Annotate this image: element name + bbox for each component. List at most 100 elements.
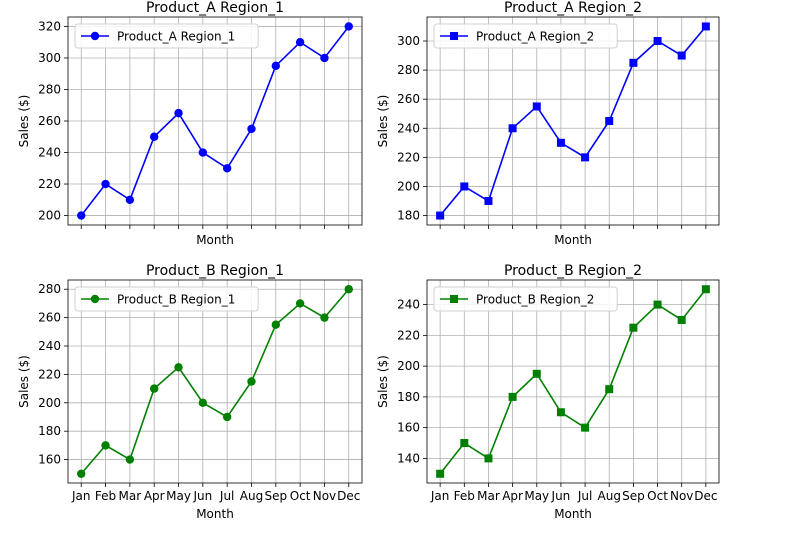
x-tick-label: Aug: [240, 489, 263, 503]
y-tick-label: 300: [397, 34, 420, 48]
y-tick-label: 240: [38, 339, 61, 353]
x-tick-label: Oct: [290, 489, 311, 503]
x-tick-label: Apr: [502, 489, 523, 503]
data-point: [344, 285, 353, 294]
x-tick-label: Mar: [477, 489, 500, 503]
x-tick-label: Jan: [71, 489, 91, 503]
data-point: [77, 211, 86, 220]
x-tick-label: Jul: [219, 489, 234, 503]
series-line: [439, 288, 707, 475]
legend-label: Product_A Region_2: [476, 30, 594, 44]
legend-marker: [450, 295, 458, 303]
data-point: [247, 377, 256, 386]
x-tick-label: Jun: [192, 489, 212, 503]
x-tick-label: Jul: [577, 489, 592, 503]
series-line: [80, 25, 350, 217]
data-point: [556, 408, 565, 417]
y-tick-label: 200: [38, 209, 61, 223]
legend-label: Product_B Region_1: [117, 293, 235, 307]
y-tick-label: 240: [38, 146, 61, 160]
x-tick-label: Jan: [430, 489, 450, 503]
data-point: [653, 300, 662, 309]
legend: Product_A Region_1: [74, 23, 259, 49]
y-tick-label: 220: [397, 150, 420, 164]
data-point: [222, 412, 232, 422]
axes-frame: [426, 279, 720, 484]
axes-frame: [426, 16, 720, 226]
data-point: [271, 61, 281, 71]
data-point: [556, 138, 565, 147]
legend-label: Product_B Region_2: [476, 293, 594, 307]
data-point: [125, 195, 135, 204]
y-axis-label: Sales ($): [17, 355, 31, 408]
data-point: [532, 369, 541, 378]
subplot-2: 180 200 220 240 260 280 300 Product_A Region_2 M…: [376, 0, 720, 247]
y-tick-label: 180: [397, 390, 420, 404]
data-point: [460, 439, 469, 448]
data-point: [605, 117, 614, 125]
subplot-title: Product_B Region_2: [504, 263, 642, 279]
y-tick-label: 200: [38, 396, 61, 410]
legend-box: [74, 286, 259, 312]
y-axis-label: Sales ($): [376, 355, 390, 408]
data-point: [149, 132, 159, 141]
data-point: [653, 37, 662, 45]
data-point: [320, 53, 329, 63]
legend-box: [433, 286, 618, 312]
x-tick-label: Feb: [454, 489, 475, 503]
x-tick-label: Aug: [598, 489, 621, 503]
x-tick-label: Dec: [694, 489, 717, 503]
data-point: [701, 22, 710, 31]
subplot-3: Jan Feb Mar Apr May Jun Jul Aug Sep Oct Nov Dec 160 1…: [17, 263, 363, 521]
y-tick-label: 220: [397, 328, 420, 342]
y-tick-label: 180: [397, 209, 420, 223]
legend: Product_A Region_2: [433, 23, 618, 49]
data-point: [581, 153, 590, 162]
y-tick-label: 200: [397, 359, 420, 373]
series-line: [80, 288, 350, 475]
y-tick-label: 320: [38, 19, 61, 33]
y-tick-label: 280: [397, 63, 420, 77]
data-point: [174, 108, 183, 118]
subplot-4: Jan Feb Mar Apr May Jun Jul Aug Sep Oct Nov Dec 140 1…: [376, 263, 720, 521]
y-axis-label: Sales ($): [376, 95, 390, 148]
legend-marker: [90, 294, 100, 304]
data-point: [508, 124, 517, 133]
data-point: [344, 22, 353, 31]
data-point: [247, 124, 256, 134]
data-point: [101, 179, 110, 189]
x-tick-label: Feb: [95, 489, 116, 503]
y-tick-label: 260: [397, 92, 420, 106]
subplot-title: Product_A Region_2: [504, 0, 642, 16]
data-point: [436, 469, 445, 478]
data-point: [581, 423, 590, 432]
data-point: [605, 385, 614, 394]
y-axis-label: Sales ($): [17, 95, 31, 148]
y-tick-label: 260: [38, 114, 61, 128]
subplot-1: 200 220 240 260 280 300 320 Product_A Region_1 M…: [17, 0, 363, 247]
legend-marker: [450, 32, 458, 40]
data-point: [198, 398, 208, 407]
data-point: [77, 469, 86, 478]
data-point: [271, 320, 281, 329]
legend-box: [74, 23, 259, 49]
series-line: [439, 25, 707, 217]
y-tick-label: 140: [397, 451, 420, 465]
legend: Product_B Region_1: [74, 286, 259, 312]
data-point: [508, 392, 517, 401]
subplot-title: Product_B Region_1: [146, 263, 284, 279]
data-point: [677, 315, 686, 324]
axes-frame: [67, 16, 363, 226]
legend-marker: [90, 31, 100, 41]
legend-label: Product_A Region_1: [117, 30, 235, 44]
y-tick-label: 200: [397, 179, 420, 193]
data-point: [436, 211, 445, 220]
y-tick-label: 180: [38, 424, 61, 438]
y-tick-label: 160: [397, 421, 420, 435]
data-point: [532, 102, 541, 111]
x-axis-label: Month: [554, 507, 592, 521]
y-tick-label: 160: [38, 453, 61, 467]
legend-box: [433, 23, 618, 49]
data-point: [222, 164, 232, 173]
data-point: [629, 58, 638, 67]
